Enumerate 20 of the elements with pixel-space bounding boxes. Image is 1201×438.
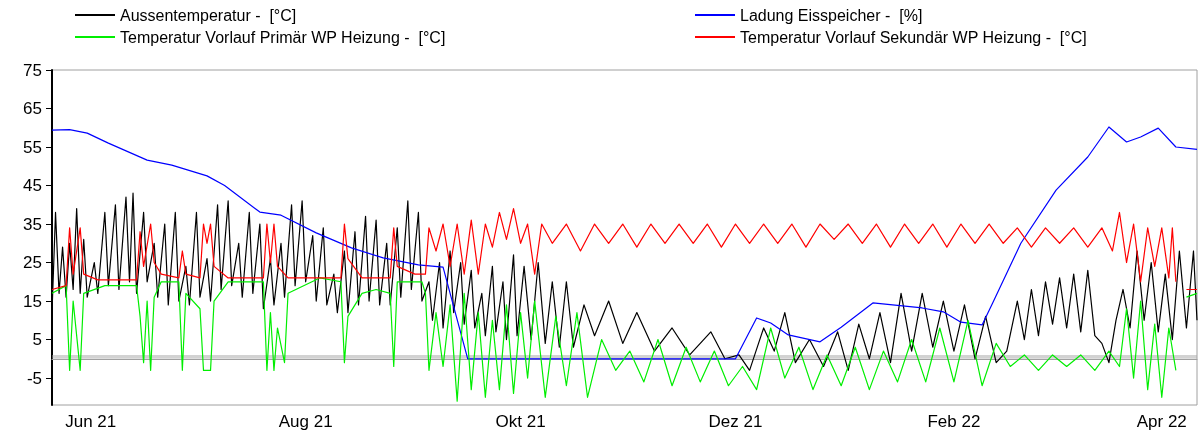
x-tick-label: Jun 21: [65, 412, 117, 431]
x-tick-label: Aug 21: [278, 412, 333, 431]
legend-label: Temperatur Vorlauf Sekundär WP Heizung - [°C]: [740, 28, 1087, 46]
x-tick-label: Feb 22: [927, 412, 981, 431]
x-tick-label: Okt 21: [495, 412, 546, 431]
y-tick-label: 5: [32, 330, 42, 350]
y-tick-label: 45: [23, 176, 42, 196]
y-tick-label: 35: [23, 214, 42, 234]
y-tick-label: 25: [23, 253, 42, 273]
legend-label: Aussentemperatur - [°C]: [120, 6, 297, 24]
y-tick-label: 75: [23, 60, 42, 80]
y-tick-label: 55: [23, 137, 42, 157]
x-tick-label: Dez 21: [708, 412, 763, 431]
x-tick-label: Apr 22: [1136, 412, 1187, 431]
y-tick-label: 15: [23, 291, 42, 311]
legend-label: Ladung Eisspeicher - [%]: [740, 6, 923, 24]
line-series: [51, 126, 1198, 360]
legend-label: Temperatur Vorlauf Primär WP Heizung - [°C]: [120, 28, 446, 46]
y-tick-label: -5: [26, 368, 42, 388]
y-tick-label: 65: [23, 99, 42, 119]
